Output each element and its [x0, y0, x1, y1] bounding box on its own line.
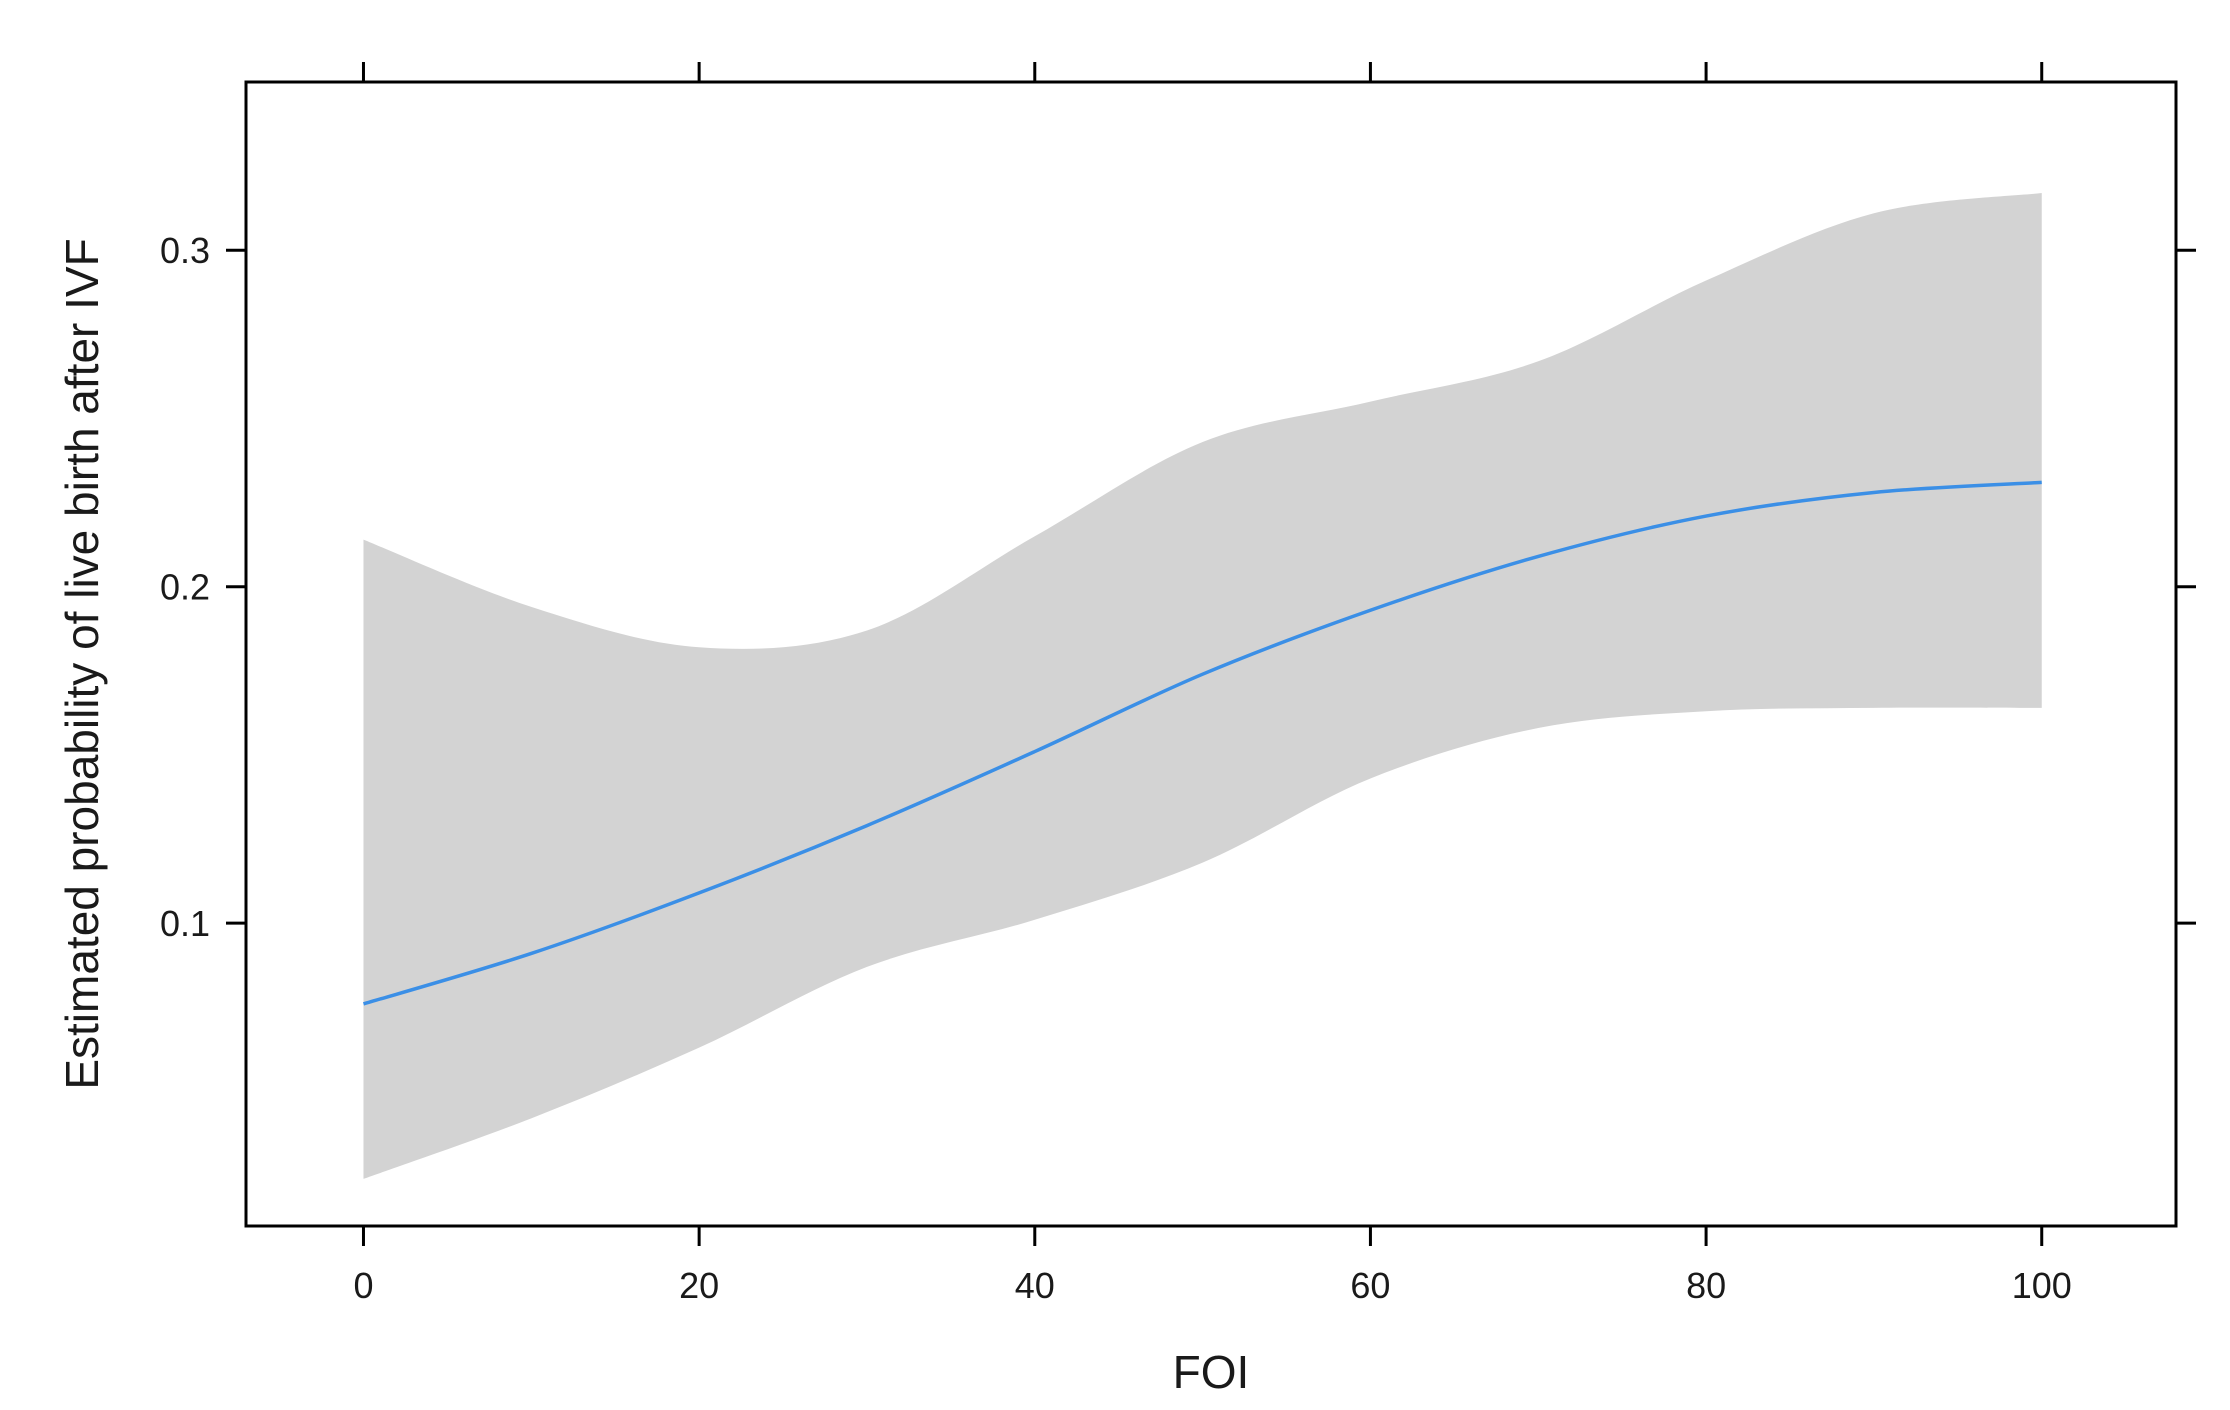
fitted-line	[362, 480, 2042, 1006]
line-layer	[362, 480, 2042, 1006]
x-tick-label: 80	[1686, 1265, 1726, 1306]
x-axis-title: FOI	[1173, 1346, 1250, 1398]
confidence-band-layer	[363, 193, 2042, 1179]
x-tick-label: 60	[1350, 1265, 1390, 1306]
x-tick-label: 40	[1015, 1265, 1055, 1306]
plot-frame	[244, 80, 2178, 1228]
y-axis-title: Estimated probability of live birth afte…	[56, 238, 108, 1089]
x-tick-label: 100	[2012, 1265, 2072, 1306]
y-tick-label: 0.1	[160, 903, 210, 944]
x-tick-label: 0	[353, 1265, 373, 1306]
tick-layer	[226, 62, 2196, 1246]
y-tick-label: 0.3	[160, 230, 210, 271]
x-tick-label: 20	[679, 1265, 719, 1306]
confidence-band	[363, 193, 2042, 1179]
tick-label-layer: 0 20 40 60 80 100 0.1 0.2 0.3	[160, 230, 2072, 1306]
y-tick-label: 0.2	[160, 567, 210, 608]
